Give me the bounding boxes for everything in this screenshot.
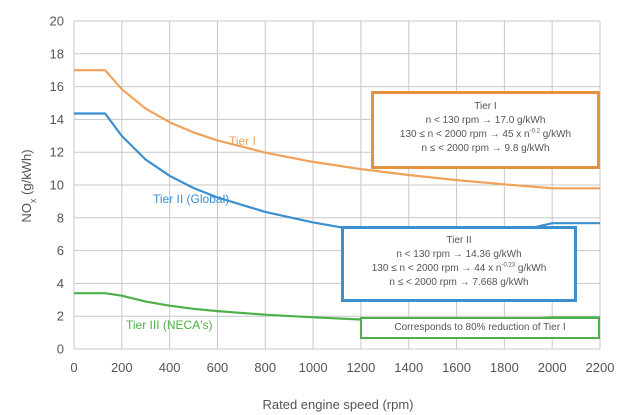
x-tick-label: 2000 (538, 360, 567, 375)
tier1-annotation-box: Tier I n < 130 rpm → 17.0 g/kWh 130 ≤ n … (371, 91, 600, 169)
x-tick-label: 1200 (346, 360, 375, 375)
y-tick-label: 2 (57, 309, 64, 324)
x-tick-label: 800 (254, 360, 276, 375)
x-tick-label: 600 (207, 360, 229, 375)
y-tick-label: 8 (57, 210, 64, 225)
x-tick-label: 1600 (442, 360, 471, 375)
tier1-box-line1: n < 130 rpm → 17.0 g/kWh (425, 115, 546, 126)
y-tick-label: 18 (50, 46, 64, 61)
y-tick-label: 4 (57, 276, 64, 291)
y-tick-label: 6 (57, 243, 64, 258)
x-tick-label: 0 (70, 360, 77, 375)
x-tick-label: 200 (111, 360, 133, 375)
y-tick-label: 12 (50, 145, 64, 160)
tier1-box-title: Tier I (474, 101, 497, 112)
tier2-box-title: Tier II (446, 235, 472, 246)
x-tick-label: 2200 (586, 360, 615, 375)
tier2-box-line2: 130 ≤ n < 2000 rpm → 44 x n-0.23 g/kWh (371, 262, 547, 274)
series-label-tier3: Tier III (NECA's) (126, 318, 213, 332)
series-label-tier1: Tier I (229, 134, 256, 148)
series-label-tier2: Tier II (Global) (153, 192, 229, 206)
tier2-annotation-box: Tier II n < 130 rpm → 14.36 g/kWh 130 ≤ … (341, 226, 577, 302)
x-axis-title: Rated engine speed (rpm) (262, 397, 413, 412)
x-tick-label: 400 (159, 360, 181, 375)
y-tick-label: 10 (50, 178, 64, 193)
y-tick-label: 20 (50, 14, 64, 29)
series-line-1 (74, 69, 600, 190)
tier1-box-line2: 130 ≤ n < 2000 rpm → 45 x n-0.2 g/kWh (399, 128, 572, 140)
tier3-box-text: Corresponds to 80% reduction of Tier I (394, 322, 566, 333)
x-tick-label: 1800 (490, 360, 519, 375)
tier3-annotation-box: Corresponds to 80% reduction of Tier I (360, 317, 600, 339)
tier2-box-line3: n ≤ < 2000 rpm → 7.668 g/kWh (389, 277, 529, 288)
tier2-box-line1: n < 130 rpm → 14.36 g/kWh (396, 249, 522, 260)
x-tick-label: 1000 (299, 360, 328, 375)
y-tick-label: 0 (57, 342, 64, 357)
y-tick-label: 16 (50, 79, 64, 94)
y-tick-label: 14 (50, 112, 64, 127)
x-tick-label: 1400 (394, 360, 423, 375)
tier1-box-line3: n ≤ < 2000 rpm → 9.8 g/kWh (421, 143, 550, 154)
y-axis-title: NOx (g/kWh) (19, 149, 38, 222)
